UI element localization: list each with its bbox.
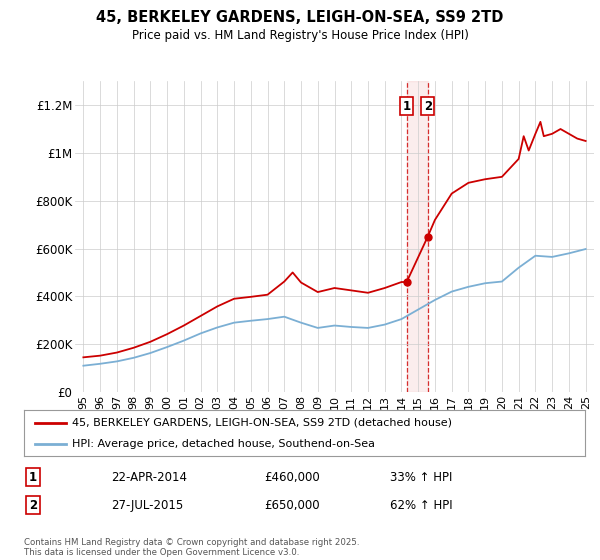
Text: 27-JUL-2015: 27-JUL-2015: [111, 498, 183, 512]
Text: Price paid vs. HM Land Registry's House Price Index (HPI): Price paid vs. HM Land Registry's House …: [131, 29, 469, 42]
Text: 1: 1: [403, 100, 411, 113]
Text: 2: 2: [29, 498, 37, 512]
Text: 45, BERKELEY GARDENS, LEIGH-ON-SEA, SS9 2TD (detached house): 45, BERKELEY GARDENS, LEIGH-ON-SEA, SS9 …: [71, 418, 452, 428]
Text: 62% ↑ HPI: 62% ↑ HPI: [390, 498, 452, 512]
Text: HPI: Average price, detached house, Southend-on-Sea: HPI: Average price, detached house, Sout…: [71, 439, 374, 449]
Text: £650,000: £650,000: [264, 498, 320, 512]
Text: 33% ↑ HPI: 33% ↑ HPI: [390, 470, 452, 484]
Text: Contains HM Land Registry data © Crown copyright and database right 2025.
This d: Contains HM Land Registry data © Crown c…: [24, 538, 359, 557]
Text: 1: 1: [29, 470, 37, 484]
Text: 22-APR-2014: 22-APR-2014: [111, 470, 187, 484]
Text: 2: 2: [424, 100, 432, 113]
Bar: [407, 81, 428, 392]
Text: 45, BERKELEY GARDENS, LEIGH-ON-SEA, SS9 2TD: 45, BERKELEY GARDENS, LEIGH-ON-SEA, SS9 …: [97, 10, 503, 25]
Text: £460,000: £460,000: [264, 470, 320, 484]
